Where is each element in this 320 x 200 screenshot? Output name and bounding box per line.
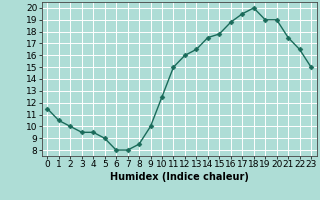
- X-axis label: Humidex (Indice chaleur): Humidex (Indice chaleur): [110, 172, 249, 182]
